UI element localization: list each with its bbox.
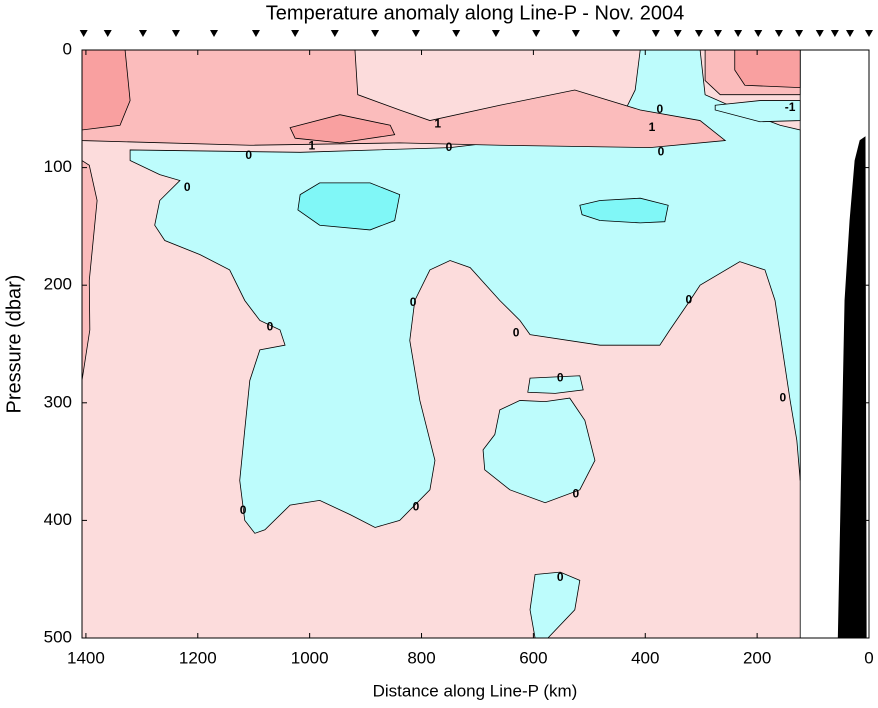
station-marker: [411, 30, 420, 37]
contour-label: 0: [446, 140, 453, 154]
x-tick-label: 600: [519, 648, 547, 667]
contour-label: 0: [410, 295, 417, 309]
contour-label: 0: [240, 503, 247, 517]
x-tick-label: 400: [631, 648, 659, 667]
station-marker: [571, 30, 580, 37]
contour-label: 0: [557, 570, 564, 584]
y-tick-label: 100: [44, 157, 72, 176]
contour-label: 1: [434, 116, 441, 130]
station-marker: [291, 30, 300, 37]
station-marker: [452, 30, 461, 37]
x-tick-label: 1200: [179, 648, 217, 667]
station-marker: [774, 30, 783, 37]
y-axis-label: Pressure (dbar): [3, 275, 25, 414]
station-marker: [210, 30, 219, 37]
station-marker: [79, 30, 88, 37]
station-marker: [371, 30, 380, 37]
contour-region: [734, 49, 801, 89]
contour-label: 0: [780, 390, 787, 404]
station-marker: [532, 30, 541, 37]
contour-label: 1: [309, 139, 316, 153]
contour-label: 1: [649, 120, 656, 134]
station-marker: [612, 30, 621, 37]
contour-region: [297, 182, 401, 231]
station-marker: [865, 30, 873, 37]
station-marker: [651, 30, 660, 37]
contour-label: 0: [656, 102, 663, 116]
y-tick-label: 300: [44, 392, 72, 411]
station-marker: [171, 30, 180, 37]
station-marker: [734, 30, 743, 37]
station-marker: [673, 30, 682, 37]
plot-frame: [81, 49, 870, 639]
chart-title: Temperature anomaly along Line-P - Nov. …: [266, 2, 684, 24]
station-marker: [830, 30, 839, 37]
contour-region: [289, 114, 396, 144]
contour-region: [527, 375, 584, 394]
contour-label: 0: [267, 320, 274, 334]
contour-region: [837, 136, 867, 639]
station-marker: [754, 30, 763, 37]
contour-region: [714, 100, 801, 123]
station-marker: [103, 30, 112, 37]
contour-label: 0: [686, 293, 693, 307]
contour-label: 0: [573, 487, 580, 501]
x-tick-label: 800: [407, 648, 435, 667]
station-marker: [251, 30, 260, 37]
station-marker: [694, 30, 703, 37]
contour-label: 0: [413, 500, 420, 514]
y-tick-label: 0: [63, 39, 72, 58]
contour-label: 0: [513, 326, 520, 340]
x-tick-label: 200: [743, 648, 771, 667]
station-marker: [138, 30, 147, 37]
contour-label: -1: [785, 100, 796, 114]
x-tick-label: 1400: [67, 648, 105, 667]
y-tick-label: 500: [44, 627, 72, 646]
contour-region: [81, 49, 727, 149]
contour-label: 0: [245, 148, 252, 162]
station-marker: [795, 30, 804, 37]
contour-region: [579, 197, 669, 224]
x-tick-label: 1000: [291, 648, 329, 667]
contour-label: 0: [557, 370, 564, 384]
x-axis-label: Distance along Line-P (km): [373, 681, 578, 700]
contour-region: [529, 571, 581, 639]
contour-region: [81, 49, 131, 131]
contour-label: 0: [658, 144, 665, 158]
contour-label: 0: [184, 180, 191, 194]
station-marker: [845, 30, 854, 37]
station-marker: [713, 30, 722, 37]
y-tick-label: 200: [44, 275, 72, 294]
station-marker: [330, 30, 339, 37]
x-tick-label: 0: [864, 648, 873, 667]
contour-region: [482, 397, 596, 504]
station-marker: [491, 30, 500, 37]
station-marker: [815, 30, 824, 37]
y-tick-label: 400: [44, 510, 72, 529]
